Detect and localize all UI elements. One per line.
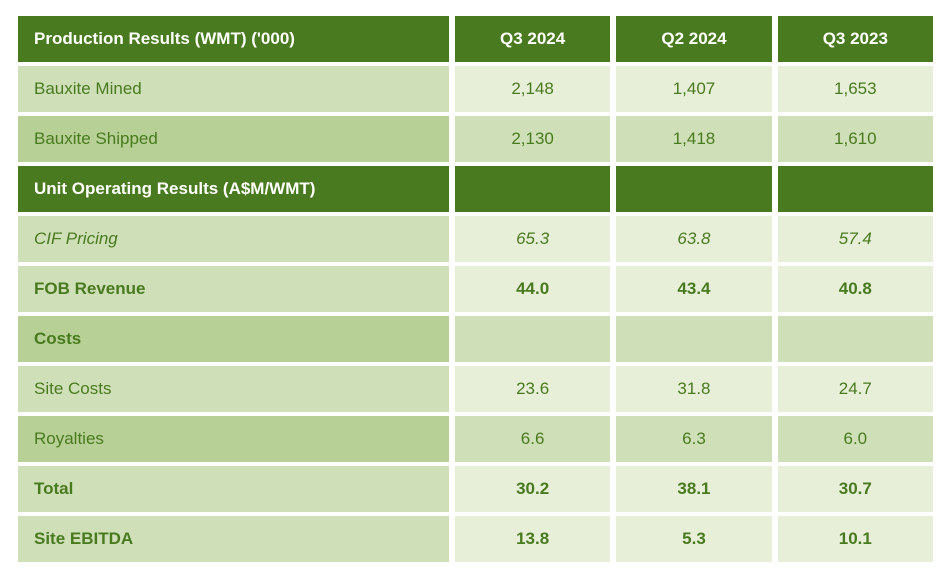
section-header-period: Q2 2024 bbox=[616, 16, 771, 62]
row-value bbox=[455, 316, 610, 362]
row-value: 5.3 bbox=[616, 516, 771, 562]
row-value: 31.8 bbox=[616, 366, 771, 412]
row-value: 38.1 bbox=[616, 466, 771, 512]
table-row: Royalties6.66.36.0 bbox=[18, 416, 933, 462]
row-value: 43.4 bbox=[616, 266, 771, 312]
row-value: 6.6 bbox=[455, 416, 610, 462]
row-label: Site Costs bbox=[18, 366, 449, 412]
row-label: Site EBITDA bbox=[18, 516, 449, 562]
section-header-row: Production Results (WMT) ('000)Q3 2024Q2… bbox=[18, 16, 933, 62]
section-header-period bbox=[778, 166, 933, 212]
table-row: Total30.238.130.7 bbox=[18, 466, 933, 512]
row-value bbox=[778, 316, 933, 362]
section-header-period bbox=[455, 166, 610, 212]
table-row: Bauxite Shipped2,1301,4181,610 bbox=[18, 116, 933, 162]
row-label: Total bbox=[18, 466, 449, 512]
row-label: Royalties bbox=[18, 416, 449, 462]
row-value: 63.8 bbox=[616, 216, 771, 262]
section-header-period bbox=[616, 166, 771, 212]
table-row: Bauxite Mined2,1481,4071,653 bbox=[18, 66, 933, 112]
row-value: 30.7 bbox=[778, 466, 933, 512]
results-table-container: Production Results (WMT) ('000)Q3 2024Q2… bbox=[12, 12, 939, 566]
section-header-period: Q3 2023 bbox=[778, 16, 933, 62]
row-label: Bauxite Mined bbox=[18, 66, 449, 112]
row-value: 44.0 bbox=[455, 266, 610, 312]
section-header-label: Production Results (WMT) ('000) bbox=[18, 16, 449, 62]
section-header-row: Unit Operating Results (A$M/WMT) bbox=[18, 166, 933, 212]
row-value: 6.3 bbox=[616, 416, 771, 462]
row-label: Costs bbox=[18, 316, 449, 362]
row-value: 24.7 bbox=[778, 366, 933, 412]
table-row: FOB Revenue44.043.440.8 bbox=[18, 266, 933, 312]
row-value: 1,418 bbox=[616, 116, 771, 162]
row-label: FOB Revenue bbox=[18, 266, 449, 312]
row-value: 1,653 bbox=[778, 66, 933, 112]
row-value: 2,130 bbox=[455, 116, 610, 162]
row-value: 6.0 bbox=[778, 416, 933, 462]
table-row: Site Costs23.631.824.7 bbox=[18, 366, 933, 412]
row-value: 1,407 bbox=[616, 66, 771, 112]
row-value: 57.4 bbox=[778, 216, 933, 262]
row-value: 13.8 bbox=[455, 516, 610, 562]
row-label: CIF Pricing bbox=[18, 216, 449, 262]
row-value: 65.3 bbox=[455, 216, 610, 262]
row-value: 1,610 bbox=[778, 116, 933, 162]
results-table: Production Results (WMT) ('000)Q3 2024Q2… bbox=[12, 12, 939, 566]
row-value: 2,148 bbox=[455, 66, 610, 112]
row-value bbox=[616, 316, 771, 362]
row-label: Bauxite Shipped bbox=[18, 116, 449, 162]
row-value: 23.6 bbox=[455, 366, 610, 412]
row-value: 30.2 bbox=[455, 466, 610, 512]
table-row: Site EBITDA13.85.310.1 bbox=[18, 516, 933, 562]
section-header-label: Unit Operating Results (A$M/WMT) bbox=[18, 166, 449, 212]
table-row: CIF Pricing65.363.857.4 bbox=[18, 216, 933, 262]
section-header-period: Q3 2024 bbox=[455, 16, 610, 62]
table-row: Costs bbox=[18, 316, 933, 362]
row-value: 40.8 bbox=[778, 266, 933, 312]
row-value: 10.1 bbox=[778, 516, 933, 562]
